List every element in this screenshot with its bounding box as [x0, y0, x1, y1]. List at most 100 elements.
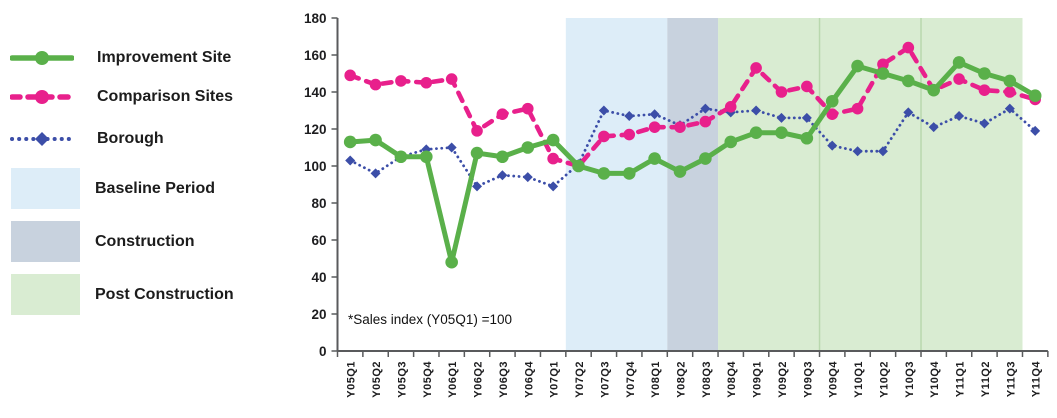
legend-item-baseline-period: Baseline Period — [11, 168, 215, 209]
data-point — [852, 146, 863, 157]
borough-line-swatch — [10, 128, 74, 150]
x-tick-label: Y11Q3 — [1005, 361, 1017, 397]
legend-item-post-construction: Post Construction — [11, 274, 234, 315]
x-tick-label: Y07Q1 — [549, 361, 561, 398]
series-improvement-site — [343, 56, 1042, 269]
data-point — [420, 76, 433, 89]
data-point — [496, 108, 509, 120]
legend-item-comparison-sites: Comparison Sites — [9, 85, 234, 109]
data-point — [597, 167, 611, 180]
data-point — [902, 74, 915, 88]
x-tick-label: Y07Q2 — [574, 361, 586, 398]
data-point — [497, 170, 508, 181]
y-tick-label: 40 — [311, 270, 326, 285]
legend-label-construction: Construction — [95, 232, 195, 250]
data-point — [572, 159, 585, 173]
data-point — [649, 109, 660, 120]
data-point — [1030, 125, 1041, 136]
y-tick-label: 0 — [319, 344, 327, 359]
data-point — [825, 94, 839, 108]
data-point — [978, 67, 991, 80]
data-point — [1004, 103, 1015, 114]
data-point — [624, 111, 635, 122]
x-tick-label: Y10Q1 — [853, 361, 865, 398]
data-point — [699, 115, 712, 128]
data-point — [472, 181, 483, 192]
data-point — [801, 112, 812, 123]
data-point — [521, 102, 534, 115]
data-point — [851, 59, 864, 73]
data-point — [343, 135, 357, 149]
x-tick-label: Y05Q4 — [422, 361, 434, 398]
axes — [331, 17, 1049, 357]
y-tick-label: 20 — [311, 307, 326, 322]
data-point — [927, 83, 940, 97]
y-tick-label: 80 — [311, 196, 326, 211]
data-point — [471, 125, 483, 137]
x-tick-label: Y05Q1 — [346, 361, 358, 398]
y-tick-label: 180 — [304, 11, 327, 26]
data-point — [749, 126, 763, 139]
data-point — [800, 131, 814, 145]
x-tick-label: Y06Q1 — [447, 361, 459, 398]
data-point — [775, 86, 788, 98]
y-tick-label: 60 — [311, 233, 326, 248]
data-point — [470, 146, 484, 160]
legend-label-borough: Borough — [97, 130, 164, 147]
data-point — [954, 111, 965, 122]
x-tick-label: Y09Q4 — [828, 361, 840, 398]
x-tick-label: Y08Q2 — [675, 361, 687, 398]
data-point — [419, 150, 433, 164]
data-point — [903, 107, 914, 118]
x-tick-label: Y09Q2 — [777, 361, 789, 398]
data-point — [547, 152, 559, 165]
data-point — [902, 41, 915, 54]
data-point — [953, 73, 965, 85]
data-point — [978, 84, 991, 96]
construction-swatch — [11, 221, 80, 262]
legend-item-construction: Construction — [11, 221, 195, 262]
data-point — [370, 168, 381, 179]
data-point — [699, 152, 712, 165]
legend-label-baseline-period: Baseline Period — [95, 179, 216, 197]
data-point — [724, 135, 738, 149]
data-point — [446, 142, 457, 153]
data-point — [1003, 74, 1017, 88]
x-tick-label: Y06Q4 — [523, 361, 535, 398]
data-point — [394, 150, 408, 164]
data-point — [826, 108, 839, 120]
data-point — [369, 78, 382, 91]
data-point — [750, 62, 762, 74]
sales-index-note: *Sales index (Y05Q1) =100 — [348, 312, 512, 327]
data-point — [674, 121, 686, 133]
shaded-regions — [565, 18, 1023, 351]
data-point — [979, 118, 990, 129]
baseline-period-swatch — [11, 168, 80, 209]
data-point — [546, 133, 560, 147]
improvement-site-line-swatch — [9, 47, 75, 69]
legend-label-comparison-sites: Comparison Sites — [97, 88, 234, 105]
x-tick-label: Y11Q4 — [1031, 361, 1043, 398]
data-point — [673, 165, 687, 178]
x-tick-label: Y07Q4 — [625, 361, 637, 398]
data-point — [776, 112, 787, 123]
data-point — [496, 150, 509, 164]
region-construction — [667, 18, 719, 351]
data-point — [648, 152, 661, 165]
data-point — [877, 146, 888, 157]
data-point — [445, 73, 458, 85]
y-tick-label: 120 — [304, 122, 327, 137]
x-tick-label: Y07Q3 — [599, 361, 611, 398]
data-point — [1028, 89, 1042, 102]
data-point — [928, 122, 939, 133]
data-point — [751, 105, 762, 116]
data-point — [598, 105, 609, 116]
data-point — [344, 69, 356, 82]
data-point — [445, 255, 458, 269]
data-point — [521, 141, 535, 154]
y-tick-label: 140 — [304, 85, 327, 100]
data-point — [700, 103, 711, 114]
data-point — [598, 130, 610, 143]
comparison-sites-line-swatch — [9, 86, 75, 108]
data-point — [395, 75, 407, 87]
